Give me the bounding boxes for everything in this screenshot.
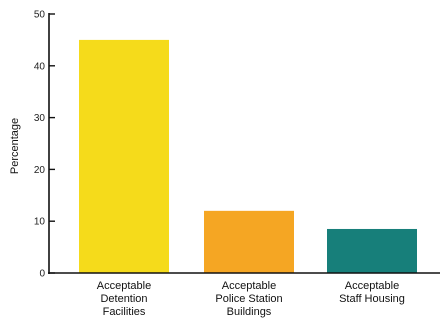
category-label-3: Acceptable Staff Housing xyxy=(339,280,405,305)
y-tick-label-30: 30 xyxy=(34,113,46,124)
axes-layer xyxy=(48,13,440,274)
y-tick-label-20: 20 xyxy=(34,165,46,176)
y-tick-label-40: 40 xyxy=(34,61,46,72)
y-axis-label: Percentage xyxy=(9,118,21,174)
labels-layer: 0 10 20 30 40 50 Acceptable Detention Facilities… xyxy=(34,10,405,319)
bars-layer xyxy=(79,39,417,274)
bar-3 xyxy=(327,228,417,273)
bar-2 xyxy=(204,210,294,273)
bar-1 xyxy=(79,39,169,274)
y-tick-label-0: 0 xyxy=(39,269,45,280)
category-label-2: Acceptable Police Station Buildings xyxy=(215,280,282,318)
y-tick-label-10: 10 xyxy=(34,217,46,228)
category-label-1: Acceptable Detention Facilities xyxy=(97,280,151,318)
y-tick-label-50: 50 xyxy=(34,10,46,21)
